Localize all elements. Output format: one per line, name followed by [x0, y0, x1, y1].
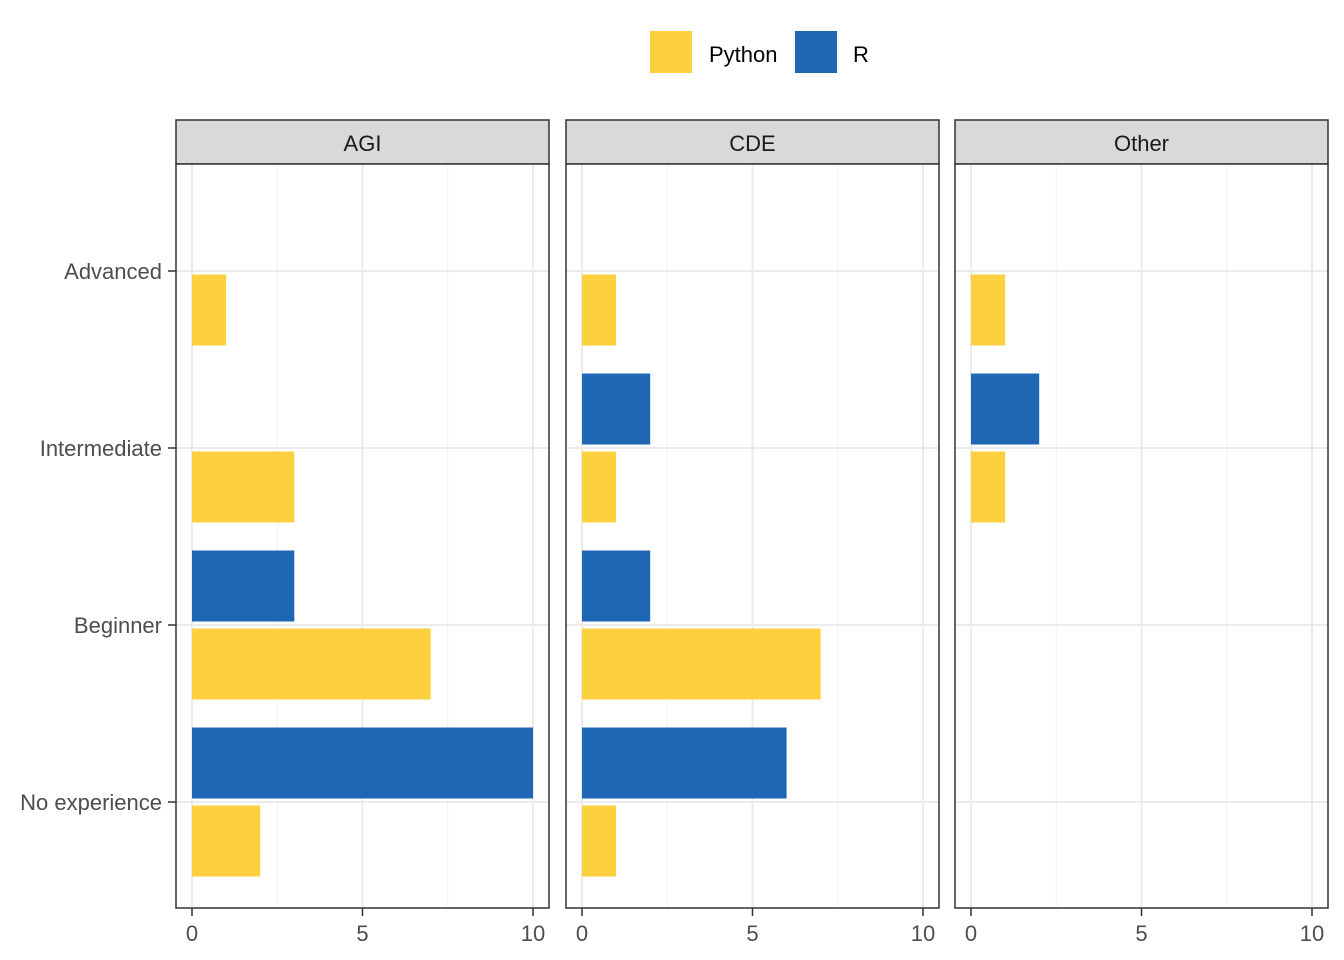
x-tick-label-other-0: 0 [965, 921, 977, 946]
bar-agi-r-no-experience [192, 727, 533, 799]
bar-cde-python-no-experience [582, 805, 617, 877]
panel-agi: AGI 0 5 10 [175, 119, 550, 946]
y-tick-label-advanced: Advanced [64, 259, 162, 284]
bar-cde-r-intermediate [582, 373, 651, 445]
legend-swatch-python [650, 31, 692, 73]
x-tick-label-agi-10: 10 [521, 921, 545, 946]
legend-swatch-r [795, 31, 837, 73]
legend: Python R [650, 31, 869, 73]
strip-label-other: Other [1114, 131, 1169, 156]
y-tick-label-intermediate: Intermediate [40, 436, 162, 461]
y-axis: Advanced Intermediate Beginner No experienc… [20, 259, 176, 815]
y-tick-label-beginner: Beginner [74, 613, 162, 638]
bar-cde-python-beginner [582, 628, 821, 700]
x-tick-label-agi-0: 0 [186, 921, 198, 946]
bar-agi-python-advanced [192, 274, 227, 346]
legend-label-python: Python [709, 42, 778, 67]
bar-cde-python-intermediate [582, 451, 617, 523]
x-tick-label-agi-5: 5 [356, 921, 368, 946]
bar-cde-r-beginner [582, 550, 651, 622]
bar-agi-python-no-experience [192, 805, 261, 877]
y-tick-label-no-experience: No experience [20, 790, 162, 815]
x-tick-label-cde-0: 0 [576, 921, 588, 946]
strip-label-agi: AGI [344, 131, 382, 156]
bar-agi-r-beginner [192, 550, 295, 622]
bar-other-r-intermediate [971, 373, 1040, 445]
bar-agi-python-intermediate [192, 451, 295, 523]
x-tick-label-cde-5: 5 [746, 921, 758, 946]
legend-label-r: R [853, 42, 869, 67]
strip-other [954, 119, 1329, 165]
bar-other-python-intermediate [971, 451, 1006, 523]
panel-other: Other 0 5 10 [954, 119, 1329, 946]
bar-cde-r-no-experience [582, 727, 787, 799]
x-tick-label-cde-10: 10 [911, 921, 935, 946]
panels: AGI 0 5 10 CDE 0 5 10 Other 0 5 10 [175, 119, 1329, 946]
x-tick-label-other-5: 5 [1135, 921, 1147, 946]
x-tick-label-other-10: 10 [1300, 921, 1324, 946]
strip-agi [175, 119, 550, 165]
bar-other-python-advanced [971, 274, 1006, 346]
panel-cde: CDE 0 5 10 [565, 119, 940, 946]
bar-agi-python-beginner [192, 628, 431, 700]
strip-label-cde: CDE [729, 131, 775, 156]
bar-cde-python-advanced [582, 274, 617, 346]
